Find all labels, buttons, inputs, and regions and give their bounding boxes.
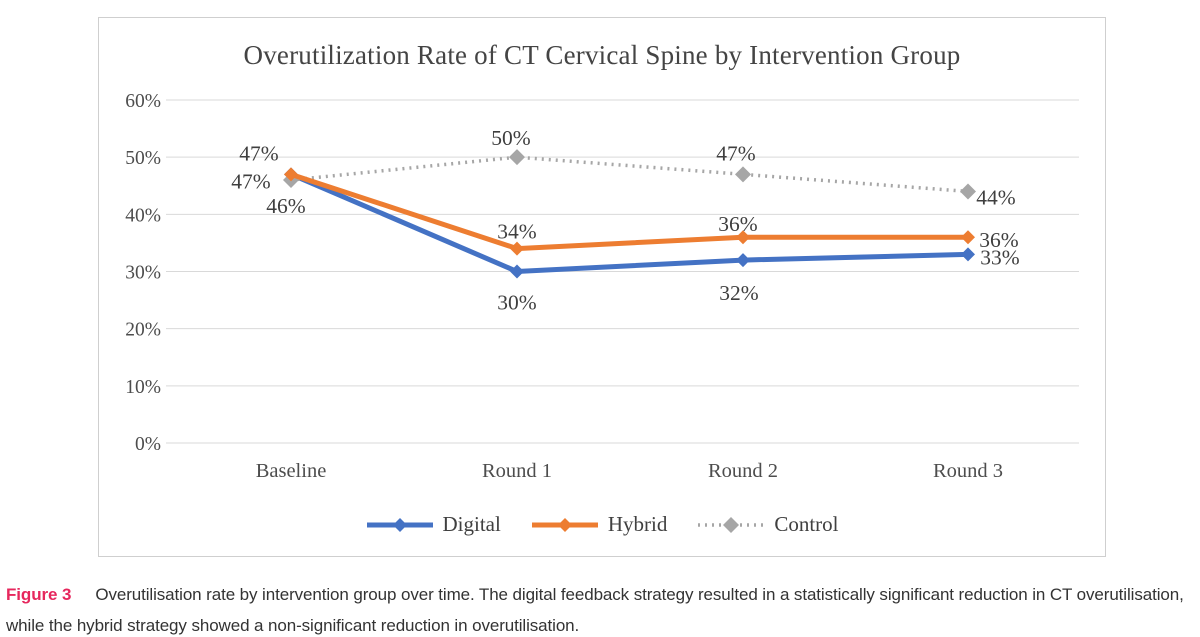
data-label-hybrid: 36% xyxy=(979,228,1019,252)
y-axis-tick-label: 20% xyxy=(125,320,161,341)
legend-item-hybrid: Hybrid xyxy=(531,512,668,537)
figure-caption-text: Overutilisation rate by intervention gro… xyxy=(6,585,1184,635)
series-marker-digital xyxy=(510,264,524,279)
series-marker-hybrid xyxy=(284,167,298,182)
data-label-digital: 30% xyxy=(497,291,537,315)
legend-swatch-digital xyxy=(366,517,433,532)
line-chart-plot: 0% 10% 20% 30% 40% 50% 60% Baseline Round 1 Round… xyxy=(125,91,1079,482)
data-label-digital: 47% xyxy=(231,169,271,193)
series-line-digital xyxy=(290,172,969,275)
x-axis-category-label: Round 3 xyxy=(933,460,1003,482)
data-label-digital: 33% xyxy=(980,245,1020,269)
data-label-control: 47% xyxy=(716,141,756,165)
series-line-control xyxy=(290,155,969,194)
legend-label-digital: Digital xyxy=(442,512,501,536)
x-axis-category-label: Round 2 xyxy=(708,460,778,482)
y-axis-tick-label: 0% xyxy=(135,434,161,455)
series-marker-digital xyxy=(736,253,750,268)
y-axis-tick-label: 10% xyxy=(125,377,161,398)
legend-item-control: Control xyxy=(697,512,839,537)
series-marker-hybrid xyxy=(510,241,524,256)
series-marker-control xyxy=(509,149,525,166)
data-label-hybrid: 34% xyxy=(497,220,537,244)
figure-caption: Figure 3 Overutilisation rate by interven… xyxy=(6,579,1196,637)
chart-legend: Digital Hybrid Control xyxy=(99,512,1105,537)
data-label-control: 46% xyxy=(266,194,306,218)
chart-title: Overutilization Rate of CT Cervical Spin… xyxy=(243,40,961,70)
y-axis-tick-label: 30% xyxy=(125,263,161,284)
series-marker-digital xyxy=(961,247,975,262)
legend-label-hybrid: Hybrid xyxy=(607,512,668,536)
chart-container: Overutilization Rate of CT Cervical Spin… xyxy=(98,17,1106,557)
legend-item-digital: Digital xyxy=(366,512,501,537)
y-axis-tick-label: 50% xyxy=(125,148,161,169)
data-label-hybrid: 47% xyxy=(239,141,279,165)
legend-swatch-control xyxy=(698,516,765,533)
legend-swatch-hybrid xyxy=(531,517,598,532)
data-label-hybrid: 36% xyxy=(718,212,758,236)
y-axis-tick-label: 40% xyxy=(125,205,161,226)
figure-caption-label: Figure 3 xyxy=(6,585,72,604)
series-marker-control xyxy=(960,183,976,200)
series-line-hybrid xyxy=(290,171,968,252)
y-axis-tick-label: 60% xyxy=(125,91,161,112)
data-label-digital: 32% xyxy=(719,281,759,305)
legend-label-control: Control xyxy=(774,512,839,536)
series-marker-control xyxy=(735,166,751,183)
x-axis-category-label: Baseline xyxy=(256,460,327,482)
data-label-control: 44% xyxy=(976,185,1016,209)
data-label-control: 50% xyxy=(491,126,531,150)
x-axis-category-label: Round 1 xyxy=(482,460,552,482)
series-marker-hybrid xyxy=(961,230,975,245)
series-marker-hybrid xyxy=(736,230,750,245)
